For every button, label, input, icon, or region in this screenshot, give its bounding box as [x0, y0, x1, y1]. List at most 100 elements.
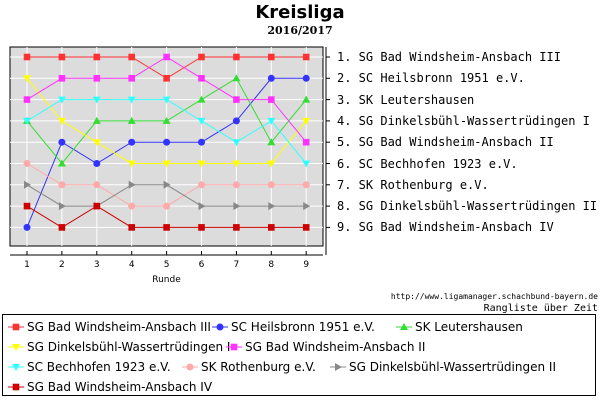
chart-title: Kreisliga: [255, 2, 345, 23]
data-point: [92, 139, 101, 147]
source-url[interactable]: http://www.ligamanager.schachbund-bayern…: [390, 292, 598, 301]
data-point: [128, 138, 136, 146]
data-point: [197, 95, 206, 103]
data-point: [302, 74, 310, 82]
data-point: [163, 180, 171, 189]
data-point: [58, 138, 66, 146]
x-tick-label: 7: [234, 260, 240, 270]
data-point: [58, 181, 66, 189]
data-point: [162, 96, 171, 104]
legend-swatch: [8, 383, 24, 391]
data-point: [233, 96, 240, 103]
data-point: [268, 53, 275, 61]
data-point: [57, 96, 66, 104]
data-point: [302, 160, 311, 168]
data-point: [302, 181, 310, 189]
legend: SG Bad Windsheim-Ansbach III SC Heilsbron…: [2, 314, 596, 396]
data-point: [303, 202, 311, 211]
legend-label: SG Bad Windsheim-Ansbach II: [245, 340, 426, 354]
ranking-entry: 2. SC Heilsbronn 1951 e.V.: [337, 71, 525, 86]
data-point: [233, 202, 241, 211]
ranking-entry: 3. SK Leutershausen: [337, 92, 475, 107]
data-point: [198, 53, 205, 61]
data-point: [58, 53, 66, 61]
data-point: [162, 116, 171, 124]
data-point: [232, 117, 240, 125]
ranking-entry: 8. SG Dinkelsbühl-Wassertrüdingen II: [337, 199, 598, 214]
data-point: [197, 160, 206, 168]
legend-label: SG Dinkelsbühl-Wassertrüdingen II: [349, 360, 556, 374]
x-tick-label: 6: [199, 260, 205, 270]
data-point: [163, 224, 170, 231]
data-point: [163, 138, 171, 146]
data-point: [128, 180, 136, 189]
legend-swatch: [226, 343, 242, 351]
data-point: [198, 75, 205, 82]
data-point: [267, 74, 275, 82]
data-point: [93, 75, 101, 82]
data-point: [232, 139, 241, 147]
data-point: [128, 224, 135, 231]
data-point: [128, 75, 135, 82]
data-point: [93, 202, 101, 210]
data-point: [57, 117, 66, 125]
data-point: [92, 96, 101, 104]
data-point: [233, 224, 240, 231]
data-point: [23, 117, 31, 125]
x-tick-label: 5: [164, 260, 170, 270]
data-point: [197, 117, 206, 125]
data-point: [302, 53, 310, 61]
data-point: [23, 75, 31, 83]
ranking-entry: 4. SG Dinkelsbühl-Wassertrüdingen I: [337, 113, 590, 128]
data-point: [233, 53, 240, 61]
data-point: [162, 160, 171, 168]
legend-label: SC Heilsbronn 1951 e.V.: [231, 320, 375, 334]
legend-label: SK Leutershausen: [415, 320, 523, 334]
data-point: [232, 181, 240, 189]
data-point: [23, 53, 31, 61]
data-point: [163, 53, 170, 61]
x-axis-label: Runde: [152, 275, 181, 285]
data-point: [58, 75, 66, 82]
data-point: [267, 138, 276, 146]
chart-subtitle: 2016/2017: [267, 24, 333, 37]
data-point: [232, 74, 241, 82]
data-point: [198, 202, 206, 211]
data-point: [58, 202, 66, 211]
rank-chart: 1 2 3 4 5 6 7 8 9 Runde: [9, 46, 330, 285]
legend-label: SG Dinkelsbühl-Wassertrüdingen I: [27, 340, 231, 354]
x-tick-label: 1: [24, 260, 30, 270]
data-point: [198, 224, 205, 231]
data-point: [127, 116, 136, 124]
data-point: [58, 224, 66, 231]
data-point: [268, 96, 275, 103]
legend-label: SG Bad Windsheim-Ansbach III: [27, 320, 211, 334]
data-point: [93, 181, 101, 189]
data-point: [302, 117, 311, 125]
data-point: [127, 160, 136, 168]
x-tick-label: 9: [303, 260, 309, 270]
data-point: [198, 181, 205, 189]
data-point: [23, 223, 31, 231]
chart-caption: Rangliste über Zeit: [483, 303, 598, 314]
legend-swatch: [396, 323, 412, 330]
legend-label: SG Bad Windsheim-Ansbach IV: [27, 380, 213, 394]
ranking-entry: 5. SG Bad Windsheim-Ansbach II: [337, 135, 554, 150]
ranking-entry: 7. SK Rothenburg e.V.: [337, 177, 489, 192]
data-point: [23, 96, 31, 103]
legend-swatch: [182, 363, 198, 371]
data-point: [232, 160, 241, 168]
data-point: [302, 95, 311, 103]
ranking-entry: 6. SC Bechhofen 1923 e.V.: [337, 156, 518, 171]
legend-swatch: [212, 323, 228, 331]
legend-label: SC Bechhofen 1923 e.V.: [27, 360, 171, 374]
data-point: [268, 224, 275, 231]
data-point: [92, 116, 101, 124]
data-point: [127, 96, 136, 104]
data-point: [267, 117, 276, 125]
data-point: [23, 160, 31, 167]
legend-swatch: [330, 363, 346, 371]
legend-label: SK Rothenburg e.V.: [201, 360, 316, 374]
data-point: [267, 160, 276, 168]
data-point: [93, 53, 101, 61]
